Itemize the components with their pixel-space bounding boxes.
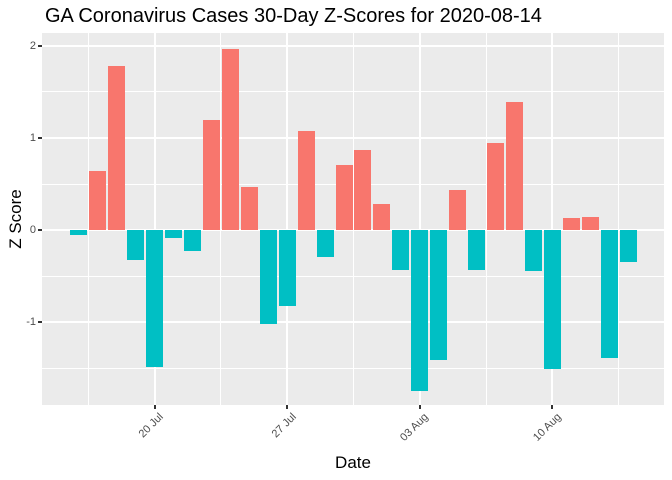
bar xyxy=(127,230,145,260)
x-tick-label: 20 Jul xyxy=(136,411,167,441)
bar xyxy=(581,217,599,231)
bar xyxy=(108,66,126,231)
major-gridline-h xyxy=(42,136,664,139)
x-tick-mark xyxy=(551,405,554,409)
bar xyxy=(449,190,467,231)
major-gridline-v xyxy=(551,33,554,405)
major-gridline-h xyxy=(42,321,664,324)
bar xyxy=(524,230,542,271)
bar xyxy=(316,230,334,257)
minor-gridline-v xyxy=(87,33,89,405)
bar xyxy=(184,230,202,252)
bar xyxy=(543,230,561,370)
x-tick-mark xyxy=(153,405,156,409)
bar xyxy=(486,143,504,231)
x-tick-label: 10 Aug xyxy=(531,411,564,444)
bar xyxy=(354,149,372,231)
y-tick-mark xyxy=(38,44,42,47)
major-gridline-h xyxy=(42,44,664,47)
bar xyxy=(600,230,618,359)
bar xyxy=(468,230,486,270)
plot-panel xyxy=(42,33,664,405)
minor-gridline-v xyxy=(220,33,222,405)
x-tick-label: 03 Aug xyxy=(398,411,432,444)
bar xyxy=(619,230,637,263)
y-tick-label: -1 xyxy=(26,316,36,329)
minor-gridline-v xyxy=(352,33,354,405)
major-gridline-v xyxy=(286,33,289,405)
bar xyxy=(562,218,580,231)
y-tick-label: 2 xyxy=(29,39,36,52)
x-tick-label: 27 Jul xyxy=(269,411,299,441)
bar xyxy=(430,230,448,360)
bar xyxy=(411,230,429,392)
bar xyxy=(221,48,239,231)
major-gridline-v xyxy=(153,33,156,405)
bar xyxy=(392,230,410,270)
y-tick-mark xyxy=(38,229,42,232)
bar xyxy=(165,230,183,239)
bar xyxy=(89,171,107,231)
y-tick-mark xyxy=(38,321,42,324)
bar xyxy=(278,230,296,307)
chart-title: GA Coronavirus Cases 30-Day Z-Scores for… xyxy=(45,5,542,27)
bar xyxy=(240,186,258,231)
y-tick-mark xyxy=(38,136,42,139)
bar xyxy=(259,230,277,324)
x-tick-mark xyxy=(286,405,289,409)
x-axis-title: Date xyxy=(335,453,371,472)
minor-gridline-v xyxy=(485,33,487,405)
y-tick-label: 1 xyxy=(29,131,36,144)
bar xyxy=(335,164,353,231)
major-gridline-v xyxy=(418,33,421,405)
bar xyxy=(505,102,523,231)
y-tick-label: 0 xyxy=(29,224,36,237)
x-tick-mark xyxy=(418,405,421,409)
bar xyxy=(202,119,220,231)
bar xyxy=(297,130,315,231)
bar xyxy=(70,230,88,235)
bar xyxy=(146,230,164,368)
minor-gridline-v xyxy=(618,33,620,405)
bar xyxy=(373,204,391,231)
major-gridline-h xyxy=(42,229,664,232)
y-axis-title: Z Score xyxy=(6,189,25,249)
